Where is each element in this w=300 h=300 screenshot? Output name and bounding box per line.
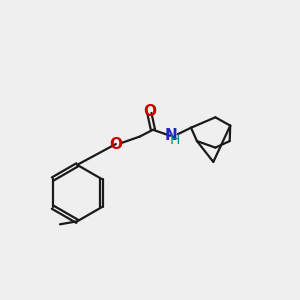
Text: H: H	[169, 133, 180, 147]
Text: O: O	[143, 103, 156, 118]
Text: O: O	[109, 136, 122, 152]
Text: N: N	[165, 128, 178, 142]
